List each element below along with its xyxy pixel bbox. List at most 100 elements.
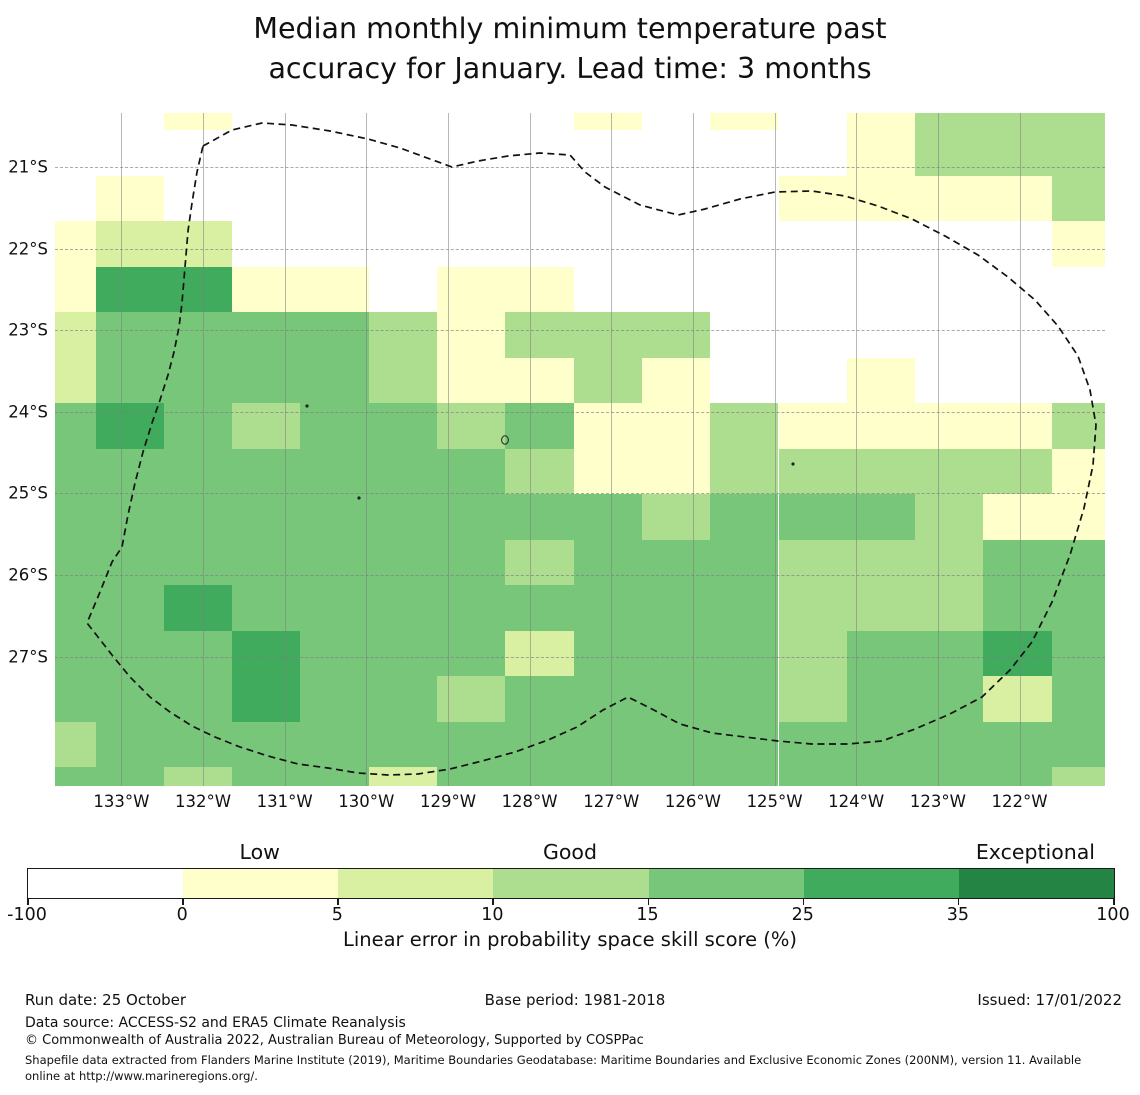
heatmap-cell	[368, 494, 437, 540]
colorbar-tick	[802, 898, 805, 905]
heatmap-cell	[95, 357, 164, 403]
heatmap-cell	[95, 266, 164, 312]
heatmap-cell	[368, 448, 437, 494]
heatmap-cell	[983, 630, 1052, 676]
heatmap-cell	[163, 494, 233, 540]
heatmap-cell	[55, 585, 96, 631]
longitude-tick-label: 122°W	[991, 792, 1048, 811]
heatmap-cell	[710, 113, 779, 130]
latitude-tick-label: 25°S	[8, 483, 48, 503]
heatmap-cell	[232, 403, 301, 449]
heatmap-cell	[710, 403, 779, 449]
heatmap-cell	[846, 403, 916, 449]
longitude-tick-label: 127°W	[583, 792, 640, 811]
heatmap-cell	[846, 539, 916, 585]
chart-title-line2: accuracy for January. Lead time: 3 month…	[268, 52, 872, 85]
colorbar-tick	[337, 898, 339, 905]
heatmap-cell	[915, 630, 984, 676]
latitude-tick-label: 26°S	[8, 565, 48, 585]
longitude-gridline	[856, 113, 858, 786]
latitude-gridline	[55, 411, 1105, 413]
colorbar-segment	[338, 869, 494, 898]
latitude-tick-label: 27°S	[8, 647, 48, 667]
heatmap-cell	[1051, 175, 1105, 221]
colorbar-tick-label: 100	[1096, 905, 1130, 925]
heatmap-cell	[300, 630, 369, 676]
heatmap-cell	[641, 676, 711, 722]
heatmap-cell	[915, 113, 984, 130]
heatmap-cell	[368, 676, 437, 722]
heatmap-cell	[232, 585, 301, 631]
heatmap-cell	[915, 721, 984, 767]
heatmap-cell	[1051, 721, 1105, 767]
heatmap-cell	[846, 676, 916, 722]
colorbar-tick-label: 15	[636, 905, 659, 925]
heatmap-cell	[163, 585, 233, 631]
eez-dashed-boundary	[86, 122, 1097, 776]
heatmap-cell	[573, 357, 642, 403]
latitude-tick-label: 23°S	[8, 320, 48, 340]
heatmap-cell	[505, 585, 574, 631]
colorbar-segment	[183, 869, 339, 898]
heatmap-cell	[1051, 585, 1105, 631]
heatmap-cell	[915, 767, 984, 786]
heatmap-cell	[95, 175, 164, 221]
heatmap-cell	[300, 357, 369, 403]
heatmap-cell	[505, 266, 574, 312]
heatmap-cell	[846, 175, 916, 221]
heatmap-cell	[300, 721, 369, 767]
colorbar-tick-label: 35	[946, 905, 969, 925]
heatmap-cell	[573, 630, 642, 676]
heatmap-cell	[573, 585, 642, 631]
chart-title: Median monthly minimum temperature past …	[0, 9, 1140, 89]
heatmap-cell	[505, 721, 574, 767]
heatmap-cell	[573, 721, 642, 767]
heatmap-cell	[163, 539, 233, 585]
heatmap-cell	[300, 266, 369, 312]
heatmap-cell	[95, 448, 164, 494]
heatmap-cell	[505, 357, 574, 403]
heatmap-cell	[641, 585, 711, 631]
heatmap-cell	[55, 767, 96, 786]
heatmap-cell	[710, 721, 779, 767]
longitude-tick-label: 132°W	[174, 792, 232, 811]
latitude-tick-label: 22°S	[8, 239, 48, 258]
heatmap-cell	[983, 448, 1052, 494]
heatmap-cell	[55, 357, 96, 403]
heatmap-cell	[573, 767, 642, 786]
longitude-tick-label: 130°W	[338, 792, 395, 811]
heatmap-cell	[573, 539, 642, 585]
heatmap-cell	[300, 448, 369, 494]
longitude-tick-label: 128°W	[501, 792, 558, 811]
heatmap-cell	[163, 312, 233, 358]
longitude-gridline	[529, 113, 531, 786]
heatmap-cell	[1051, 130, 1105, 176]
heatmap-cell	[915, 130, 984, 176]
heatmap-cell	[846, 357, 916, 403]
heatmap-cell	[300, 494, 369, 540]
heatmap-cell	[573, 494, 642, 540]
heatmap-cell	[95, 585, 164, 631]
latitude-tick-label: 24°S	[8, 402, 48, 422]
heatmap-cell	[915, 494, 984, 540]
heatmap-cell	[1051, 539, 1105, 585]
latitude-gridline	[55, 493, 1105, 495]
island-dot-mark	[791, 462, 795, 466]
heatmap-cell	[368, 721, 437, 767]
heatmap-cell	[915, 448, 984, 494]
colorbar-tick-label: 5	[331, 905, 343, 925]
chart-title-line1: Median monthly minimum temperature past	[253, 12, 887, 45]
heatmap-cell	[232, 357, 301, 403]
heatmap-cell	[232, 266, 301, 312]
colorbar-tick	[957, 898, 960, 905]
heatmap-cell	[368, 403, 437, 449]
colorbar-segment	[958, 869, 1114, 898]
heatmap-cell	[573, 113, 642, 130]
heatmap-cell	[300, 403, 369, 449]
heatmap-cell	[95, 721, 164, 767]
heatmap-cell	[846, 630, 916, 676]
heatmap-cell	[983, 721, 1052, 767]
heatmap-cell	[300, 585, 369, 631]
heatmap-cell	[163, 630, 233, 676]
